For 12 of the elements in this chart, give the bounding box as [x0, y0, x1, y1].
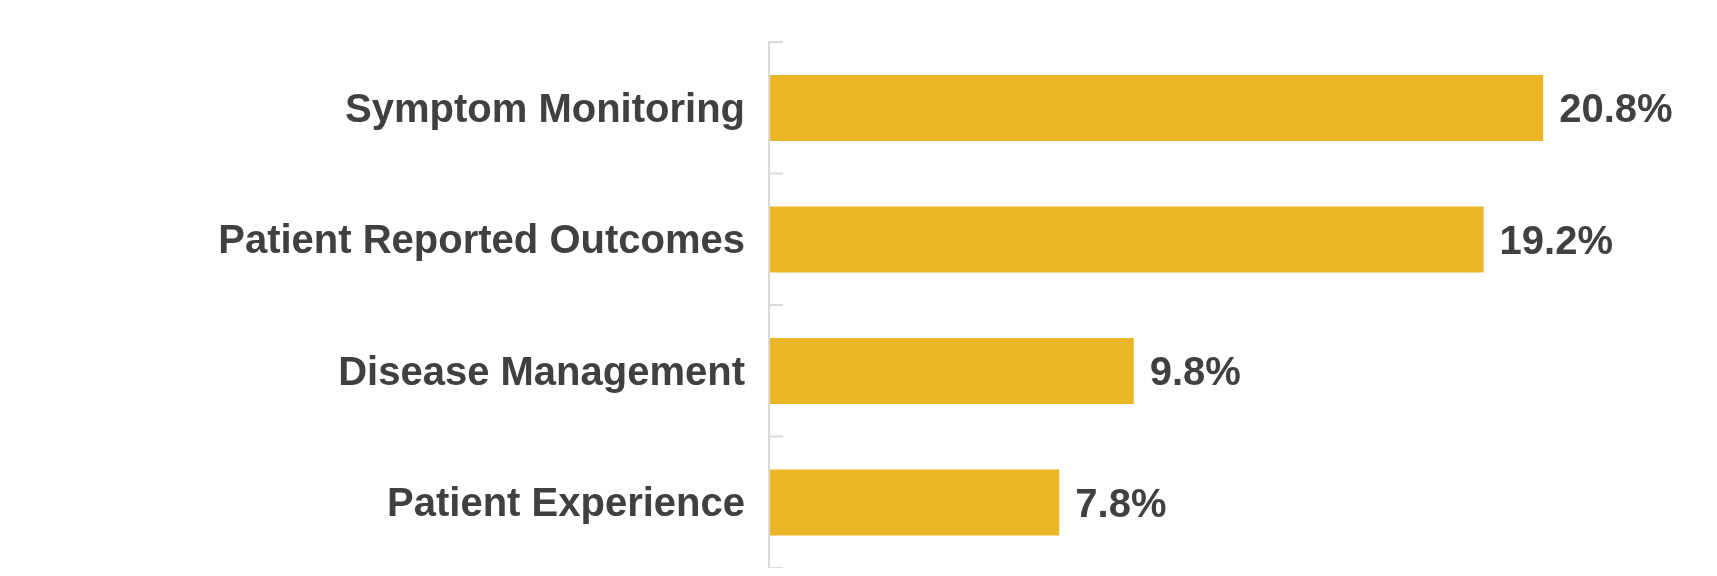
bar — [769, 338, 1134, 404]
y-tick-label: Patient Reported Outcomes — [218, 217, 745, 262]
data-label: 9.8% — [1149, 349, 1241, 394]
data-label: 19.2% — [1499, 217, 1614, 262]
data-label: 20.8% — [1559, 86, 1673, 131]
bar — [769, 206, 1484, 273]
bar — [769, 469, 1060, 536]
y-tick-label: Patient Experience — [387, 480, 745, 525]
data-label: 7.8% — [1075, 480, 1167, 525]
bar — [769, 75, 1544, 141]
y-tick-label: Symptom Monitoring — [345, 85, 745, 130]
y-tick-label: Disease Management — [338, 348, 745, 393]
